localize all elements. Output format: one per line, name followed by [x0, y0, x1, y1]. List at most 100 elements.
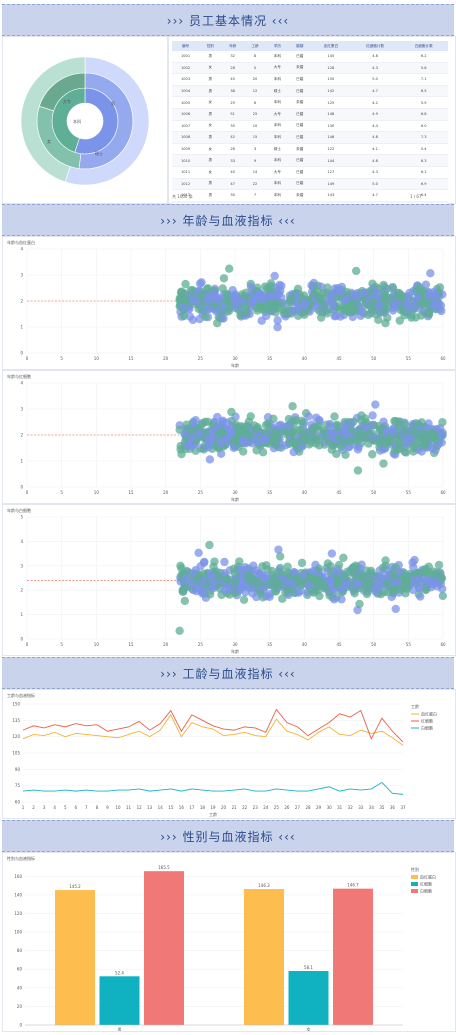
table-cell: 男 [199, 73, 222, 86]
table-row[interactable]: 1006 男 51 25 大专 已婚 148 4.9 6.8 [172, 108, 448, 121]
scatter-panel-3: 年龄与白细胞051015202530354045505560012345年龄参考… [2, 504, 456, 656]
scatter-point [363, 587, 372, 597]
scatter-point [329, 595, 339, 604]
scatter-point [326, 561, 335, 571]
x-tick-label: 21 [232, 805, 238, 810]
table-cell: 硕士 [266, 143, 289, 156]
table-cell: 6.9 [399, 178, 448, 191]
scatter-point [401, 448, 411, 457]
table-total: 共 1000 条 [172, 194, 193, 199]
table-cell: 大专 [266, 62, 289, 75]
table-header-cell[interactable]: 性别 [199, 41, 222, 51]
scatter-point [224, 264, 234, 273]
scatter-point [238, 435, 248, 444]
table-row[interactable]: 1004 男 38 12 硕士 已婚 142 4.7 6.5 [172, 85, 448, 98]
table-cell: 29 [221, 96, 244, 109]
table-row[interactable]: 1001 男 32 8 本科 已婚 145 4.8 6.2 [172, 51, 448, 63]
scatter-point [187, 579, 196, 589]
scatter-point [203, 417, 213, 426]
table-row[interactable]: 1008 男 42 15 本科 已婚 146 4.8 7.3 [172, 131, 448, 144]
table-cell: 28 [221, 62, 244, 75]
table-cell: 14 [243, 166, 267, 179]
table-cell: 12 [243, 85, 267, 98]
scatter-point [274, 568, 284, 577]
scatter-point [243, 570, 252, 580]
table-cell: 1004 [172, 85, 200, 98]
x-tick-label: 40 [302, 356, 308, 361]
table-header-cell[interactable]: 婚姻 [288, 41, 311, 51]
legend-title: 性别 [411, 866, 419, 872]
x-axis-label: 工龄 [209, 811, 217, 817]
table-row[interactable]: 1013 男 30 7 本科 未婚 143 4.7 6.4 [172, 189, 448, 202]
scatter-point [350, 436, 359, 445]
table-row[interactable]: 1009 女 26 3 硕士 未婚 122 4.1 5.4 [172, 143, 448, 156]
y-tick-label: 4 [20, 381, 23, 386]
scatter-point [216, 439, 225, 448]
scatter-point [273, 322, 282, 332]
table-header-cell[interactable]: 血红蛋白 [310, 41, 351, 51]
x-tick-label: 女 [307, 1026, 311, 1031]
scatter-point [278, 594, 287, 603]
table-row[interactable]: 1010 男 33 9 本科 已婚 144 4.8 6.3 [172, 154, 448, 167]
scatter-point [380, 305, 389, 315]
legend-label: 红细胞 [421, 718, 433, 724]
table-row[interactable]: 1012 男 47 22 本科 已婚 149 5.0 6.9 [172, 178, 448, 191]
table-header-cell[interactable]: 工龄 [243, 41, 267, 51]
y-tick-label: 2 [20, 588, 23, 593]
scatter-point [262, 572, 271, 581]
table-row[interactable]: 1003 男 45 20 本科 已婚 150 5.0 7.1 [172, 73, 448, 86]
scatter-point [297, 416, 307, 425]
table-header-cell[interactable]: 白细胞计数 [399, 41, 448, 51]
scatter-point [201, 312, 210, 322]
scatter-point [417, 311, 426, 320]
scatter-point [257, 316, 266, 325]
table-cell: 32 [221, 51, 244, 63]
scatter-point [178, 302, 187, 311]
scatter-point [351, 266, 361, 276]
line-series [22, 781, 404, 795]
x-tick-label: 0 [26, 642, 29, 647]
table-cell: 38 [221, 85, 244, 98]
table-row[interactable]: 1011 女 40 14 大专 已婚 127 4.3 6.1 [172, 166, 448, 179]
table-pager[interactable]: 1 / 67 [410, 194, 422, 199]
chart-title: 工龄与血液指标 [7, 692, 35, 698]
y-tick-label: 120 [12, 734, 20, 739]
scatter-point [429, 430, 438, 439]
table-row[interactable]: 1007 女 35 10 本科 已婚 130 4.4 6.0 [172, 120, 448, 133]
x-tick-label: 10 [94, 490, 100, 495]
x-tick-label: 5 [64, 805, 67, 810]
x-tick-label: 15 [128, 356, 134, 361]
table-header-cell[interactable]: 编号 [172, 41, 200, 51]
x-tick-label: 20 [163, 642, 169, 647]
table-header-cell[interactable]: 年龄 [221, 41, 244, 51]
scatter-point [213, 295, 222, 304]
y-tick-label: 60 [15, 800, 21, 805]
scatter-point [277, 293, 286, 302]
scatter-point [262, 433, 271, 443]
table-cell: 10 [243, 120, 267, 133]
table-header-cell[interactable]: 红细胞计数 [350, 41, 400, 51]
table-row[interactable]: 1002 女 28 5 大专 未婚 128 4.3 5.6 [172, 62, 448, 75]
table-header-cell[interactable]: 学历 [266, 41, 289, 51]
bar-chart: 性别与血液指标 0 20 40 60 80 100 120 140 160 145.2 52.4 165… [7, 855, 436, 1032]
table-cell: 143 [310, 189, 351, 202]
scatter-point [246, 282, 256, 291]
x-tick-label: 60 [440, 642, 446, 647]
table-cell: 6.4 [399, 189, 448, 202]
y-tick-label: 100 [14, 930, 22, 935]
table-row[interactable]: 1005 女 29 6 本科 未婚 125 4.2 5.9 [172, 96, 448, 109]
bar [99, 976, 140, 1025]
x-tick-label: 男 [118, 1027, 122, 1031]
scatter-point [351, 561, 360, 570]
table-cell: 20 [243, 73, 267, 86]
table-cell: 148 [310, 108, 351, 121]
y-tick-label: 2 [20, 299, 23, 304]
scatter-point [199, 558, 209, 567]
table-cell: 4.8 [350, 51, 400, 63]
x-tick-label: 30 [232, 490, 238, 495]
table-cell: 6.1 [399, 166, 448, 179]
x-tick-label: 35 [267, 356, 273, 361]
scatter-point [416, 592, 425, 601]
x-tick-label: 45 [336, 356, 342, 361]
